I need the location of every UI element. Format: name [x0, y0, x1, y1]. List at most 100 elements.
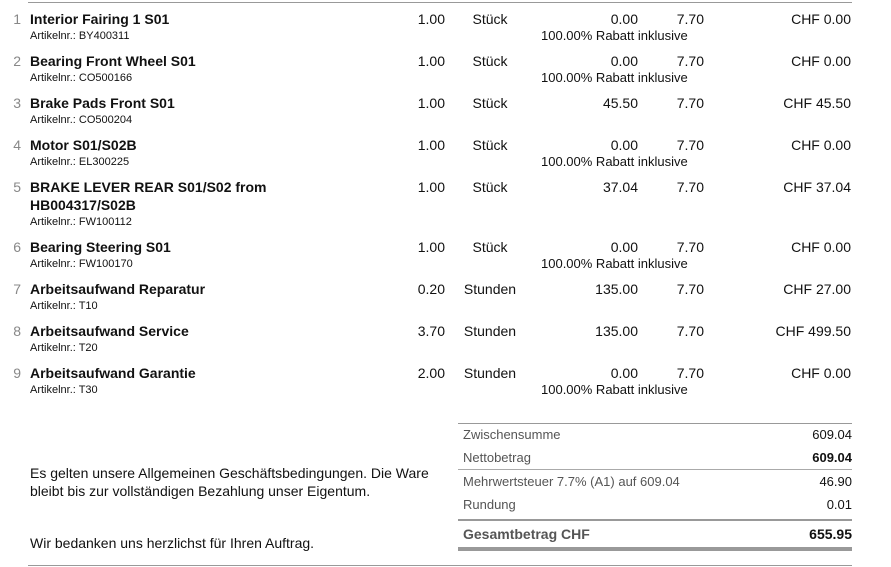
quantity: 1.00	[417, 179, 445, 195]
tax-rate: 7.70	[676, 11, 704, 27]
discount-note: 100.00% Rabatt inklusive	[541, 154, 688, 169]
unit-price: 135.00	[595, 281, 638, 297]
quantity: 3.70	[417, 323, 445, 339]
unit: Stunden	[463, 281, 517, 297]
article-number: Artikelnr.: CO500166	[30, 72, 133, 84]
summary-value: 655.95	[809, 526, 852, 542]
summary-value: 609.04	[812, 450, 852, 465]
discount-note: 100.00% Rabatt inklusive	[541, 256, 688, 271]
tax-rate: 7.70	[676, 179, 704, 195]
summary-value: 0.01	[826, 497, 852, 512]
summary-label: Mehrwertsteuer 7.7% (A1) auf 609.04	[463, 474, 680, 489]
unit-price: 0.00	[610, 11, 638, 27]
quantity: 1.00	[417, 239, 445, 255]
item-name: Bearing Front Wheel S01	[30, 53, 196, 69]
unit: Stück	[472, 137, 508, 153]
summary-label: Rundung	[463, 497, 516, 512]
line-total: CHF 0.00	[791, 239, 851, 255]
article-number: Artikelnr.: T20	[30, 342, 98, 354]
unit: Stück	[472, 179, 508, 195]
article-number: Artikelnr.: FW100170	[30, 258, 133, 270]
item-name: Brake Pads Front S01	[30, 95, 175, 111]
item-name: Arbeitsaufwand Garantie	[30, 365, 196, 381]
item-number: 9	[13, 365, 21, 381]
item-name: Bearing Steering S01	[30, 239, 171, 255]
item-number: 3	[13, 95, 21, 111]
summary-row: Gesamtbetrag CHF 655.95	[458, 519, 852, 551]
totals: Zwischensumme 609.04 Nettobetrag 609.04 Mehr…	[458, 423, 852, 551]
top-rule	[28, 2, 852, 3]
unit-price: 135.00	[595, 323, 638, 339]
quantity: 1.00	[417, 53, 445, 69]
tax-rate: 7.70	[676, 53, 704, 69]
summary-row: Nettobetrag 609.04	[458, 446, 852, 469]
summary-label: Zwischensumme	[463, 427, 561, 442]
summary-row: Zwischensumme 609.04	[458, 423, 852, 446]
tax-rate: 7.70	[676, 95, 704, 111]
article-number: Artikelnr.: CO500204	[30, 114, 133, 126]
tax-rate: 7.70	[676, 365, 704, 381]
item-name: Interior Fairing 1 S01	[30, 11, 170, 27]
summary-row: Rundung 0.01	[458, 493, 852, 516]
article-number: Artikelnr.: FW100112	[30, 216, 132, 228]
summary-row: Mehrwertsteuer 7.7% (A1) auf 609.04 46.90	[458, 469, 852, 493]
item-number: 2	[13, 53, 21, 69]
unit-price: 45.50	[602, 95, 638, 111]
line-item: 8 Arbeitsaufwand Service Artikelnr.: T20 3.…	[0, 322, 891, 364]
terms-text: Es gelten unsere Allgemeinen Geschäftsbe…	[30, 465, 429, 499]
summary-label: Gesamtbetrag CHF	[463, 526, 590, 542]
tax-rate: 7.70	[676, 239, 704, 255]
line-item: 3 Brake Pads Front S01 Artikelnr.: CO50020…	[0, 94, 891, 136]
line-item: 1 Interior Fairing 1 S01 Artikelnr.: BY400…	[0, 10, 891, 52]
line-total: CHF 0.00	[791, 137, 851, 153]
unit-price: 0.00	[610, 137, 638, 153]
line-total: CHF 37.04	[783, 179, 851, 195]
line-total: CHF 27.00	[783, 281, 851, 297]
summary-rule	[458, 423, 852, 424]
line-total: CHF 0.00	[791, 53, 851, 69]
line-item: 9 Arbeitsaufwand Garantie Artikelnr.: T30 2…	[0, 364, 891, 406]
discount-note: 100.00% Rabatt inklusive	[541, 70, 688, 85]
item-number: 5	[13, 179, 21, 195]
tax-rate: 7.70	[676, 281, 704, 297]
quantity: 1.00	[417, 137, 445, 153]
discount-note: 100.00% Rabatt inklusive	[541, 28, 688, 43]
unit: Stück	[472, 11, 508, 27]
quantity: 1.00	[417, 95, 445, 111]
line-total: CHF 45.50	[783, 95, 851, 111]
item-number: 6	[13, 239, 21, 255]
quantity: 1.00	[417, 11, 445, 27]
unit: Stunden	[463, 365, 517, 381]
line-total: CHF 0.00	[791, 11, 851, 27]
item-number: 4	[13, 137, 21, 153]
item-name: Motor S01/S02B	[30, 137, 137, 153]
line-items: 1 Interior Fairing 1 S01 Artikelnr.: BY400…	[0, 10, 891, 406]
summary-value: 46.90	[819, 474, 852, 489]
thanks-text: Wir bedanken uns herzlichst für Ihren Au…	[30, 535, 315, 551]
article-number: Artikelnr.: T30	[30, 384, 98, 396]
line-item: 2 Bearing Front Wheel S01 Artikelnr.: CO50…	[0, 52, 891, 94]
item-name: Arbeitsaufwand Service	[30, 323, 189, 339]
item-name: BRAKE LEVER REAR S01/S02 from HB004317/S…	[30, 179, 267, 213]
item-number: 1	[13, 11, 21, 27]
line-item: 5 BRAKE LEVER REAR S01/S02 from HB004317/…	[0, 178, 891, 238]
unit-price: 0.00	[610, 365, 638, 381]
summary-label: Nettobetrag	[463, 450, 531, 465]
tax-rate: 7.70	[676, 137, 704, 153]
unit: Stunden	[463, 323, 517, 339]
line-total: CHF 499.50	[775, 323, 851, 339]
unit: Stück	[472, 239, 508, 255]
line-total: CHF 0.00	[791, 365, 851, 381]
discount-note: 100.00% Rabatt inklusive	[541, 382, 688, 397]
line-item: 6 Bearing Steering S01 Artikelnr.: FW10017…	[0, 238, 891, 280]
tax-rate: 7.70	[676, 323, 704, 339]
unit-price: 0.00	[610, 53, 638, 69]
quantity: 0.20	[417, 281, 445, 297]
item-number: 8	[13, 323, 21, 339]
quantity: 2.00	[417, 365, 445, 381]
article-number: Artikelnr.: BY400311	[30, 30, 130, 42]
unit-price: 37.04	[602, 179, 638, 195]
summary-value: 609.04	[812, 427, 852, 442]
article-number: Artikelnr.: EL300225	[30, 156, 130, 168]
